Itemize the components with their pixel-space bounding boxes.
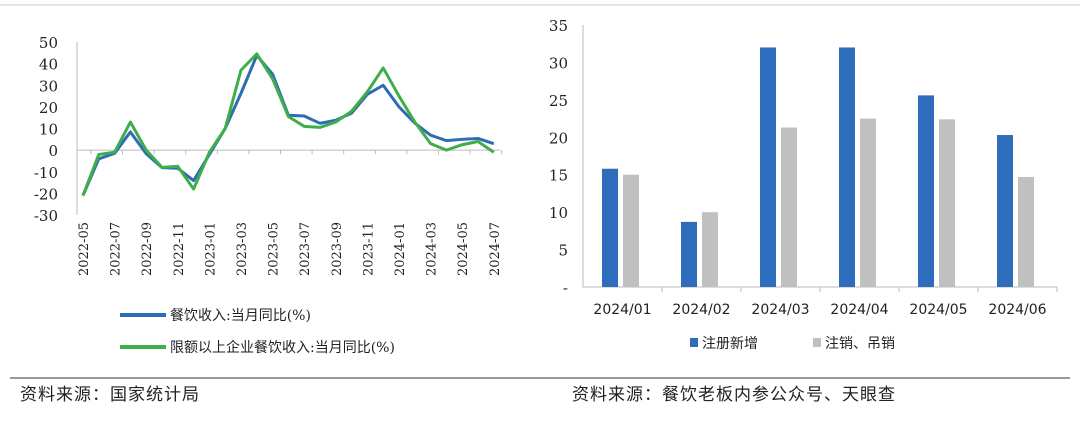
y-tick-label: 20 bbox=[549, 129, 568, 147]
x-tick-label: 2024-05 bbox=[456, 222, 471, 276]
y-tick-label: 35 bbox=[549, 17, 568, 35]
x-tick-label: 2023-09 bbox=[330, 222, 345, 276]
bar-1 bbox=[918, 95, 934, 287]
x-tick-label: 2024-07 bbox=[488, 222, 503, 276]
bar-1 bbox=[997, 135, 1013, 287]
legend-swatch bbox=[690, 338, 698, 347]
legend-label: 注销、吊销 bbox=[825, 336, 895, 352]
y-tick-label: 5 bbox=[558, 242, 568, 260]
y-tick-label: 25 bbox=[549, 92, 568, 110]
y-tick-label: -20 bbox=[34, 185, 58, 203]
bar-2 bbox=[1018, 176, 1034, 287]
legend-label: 餐饮收入:当月同比(%) bbox=[170, 308, 311, 324]
y-tick-label: 30 bbox=[549, 54, 568, 72]
bar-2 bbox=[939, 119, 955, 287]
y-tick-label: 40 bbox=[39, 56, 58, 74]
bar-2 bbox=[781, 127, 797, 287]
bar-1 bbox=[681, 221, 697, 287]
legend-label: 限额以上企业餐饮收入:当月同比(%) bbox=[170, 339, 395, 356]
x-tick-label: 2022-07 bbox=[109, 222, 124, 276]
x-tick-label: 2023-05 bbox=[267, 222, 282, 276]
y-tick-label: 10 bbox=[39, 121, 58, 139]
x-tick-label: 2024-03 bbox=[425, 222, 440, 276]
y-tick-label: - bbox=[563, 279, 568, 297]
y-tick-label: 50 bbox=[39, 34, 58, 52]
bar-1 bbox=[602, 168, 618, 287]
bar-1 bbox=[839, 47, 855, 288]
x-tick-label: 2024/04 bbox=[830, 302, 888, 318]
x-tick-label: 2024/03 bbox=[751, 302, 809, 318]
series-line-1 bbox=[81, 53, 495, 197]
bar-2 bbox=[623, 174, 639, 287]
y-tick-label: 20 bbox=[39, 99, 58, 117]
x-tick-label: 2024/02 bbox=[672, 302, 730, 318]
y-tick-label: 0 bbox=[48, 142, 58, 160]
source-left: 资料来源：国家统计局 bbox=[20, 385, 200, 405]
y-tick-label: -10 bbox=[34, 164, 58, 182]
x-tick-label: 2022-05 bbox=[77, 222, 92, 276]
x-tick-label: 2022-09 bbox=[140, 222, 155, 276]
x-tick-label: 2023-11 bbox=[361, 222, 376, 276]
x-tick-label: 2023-07 bbox=[298, 222, 313, 276]
x-tick-label: 2023-01 bbox=[203, 222, 218, 276]
x-tick-label: 2024/06 bbox=[988, 302, 1046, 318]
y-tick-label: 15 bbox=[549, 167, 568, 185]
x-tick-label: 2024-01 bbox=[393, 222, 408, 276]
legend-swatch bbox=[813, 338, 821, 347]
x-tick-label: 2024/01 bbox=[593, 302, 651, 318]
x-tick-label: 2023-03 bbox=[235, 222, 250, 276]
legend-label: 注册新增 bbox=[702, 336, 758, 352]
bar-chart: 35 30 25 20 15 10 5 - 2024/01 2024/02 2024/03 2024/… bbox=[549, 17, 1058, 352]
x-tick-label: 2022-11 bbox=[172, 222, 187, 276]
source-right: 资料来源：餐饮老板内参公众号、天眼查 bbox=[572, 385, 896, 405]
y-tick-label: 30 bbox=[39, 77, 58, 95]
bar-2 bbox=[702, 212, 718, 287]
bar-1 bbox=[760, 47, 776, 288]
series-line-2 bbox=[81, 52, 495, 197]
bar-2 bbox=[860, 118, 876, 287]
x-tick-label: 2024/05 bbox=[909, 302, 967, 318]
y-tick-label: 10 bbox=[549, 204, 568, 222]
line-chart: 50 40 30 20 10 0 -10 -20 -30 2022-05 2022-07 2022-0… bbox=[34, 34, 503, 356]
y-tick-label: -30 bbox=[34, 207, 58, 225]
